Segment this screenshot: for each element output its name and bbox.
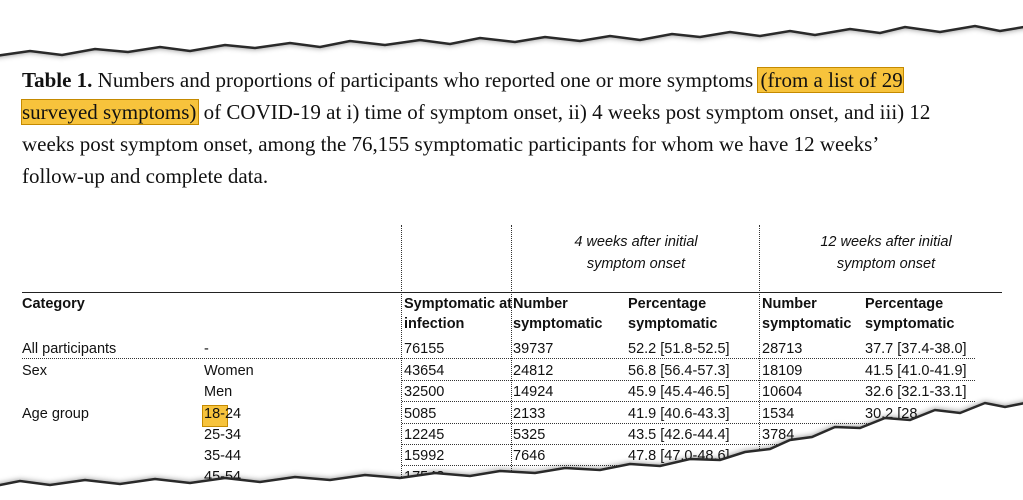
row-category: Age group	[22, 406, 89, 422]
table-cell: 5325	[513, 427, 546, 443]
row-rule	[22, 358, 975, 359]
caption-label: Table 1.	[22, 68, 93, 92]
row-rule	[402, 401, 975, 402]
column-header: Category	[22, 296, 85, 312]
row-group: Men	[204, 384, 233, 400]
table-cell: 28713	[762, 341, 803, 357]
column-header: Percentage symptomatic	[628, 296, 718, 332]
row-rule	[402, 423, 975, 424]
row-group: -	[204, 341, 209, 357]
column-divider	[759, 225, 760, 485]
table-cell: 18109	[762, 363, 803, 379]
row-group: 25-34	[204, 427, 242, 443]
table-caption: Table 1. Numbers and proportions of part…	[21, 64, 932, 192]
table-cell: 32500	[404, 384, 445, 400]
table-cell: 37.7 [37.4-38.0]	[865, 341, 967, 357]
column-header: Percentage symptomatic	[865, 296, 955, 332]
row-group: 18-24	[204, 406, 242, 422]
row-category: Sex	[22, 363, 47, 379]
row-rule	[402, 486, 975, 487]
table-cell: 1534	[762, 406, 795, 422]
table-cell: 41.9 [40.6-43.3]	[628, 406, 730, 422]
column-divider	[511, 225, 512, 485]
table-cell: 12245	[404, 427, 445, 443]
table-cell: 45.9 [45.4-46.5]	[628, 384, 730, 400]
table-cell: 3784	[762, 427, 795, 443]
table-cell: 39737	[513, 341, 554, 357]
caption-text: of COVID-19 at i) time of symptom onset,…	[22, 100, 931, 188]
table-cell: 47.8 [47.0-48.6]	[628, 448, 730, 464]
table-cell: 24812	[513, 363, 554, 379]
table-cell: 41.5 [41.0-41.9]	[865, 363, 967, 379]
table-cell: 30.2 [28	[865, 406, 918, 422]
row-rule	[402, 465, 975, 466]
table-cell: 56.8 [56.4-57.3]	[628, 363, 730, 379]
table-cell: 32.6 [32.1-33.1]	[865, 384, 967, 400]
group-header: 4 weeks after initial symptom onset	[574, 234, 698, 272]
row-category: All participants	[22, 341, 117, 357]
row-rule	[402, 444, 975, 445]
table-cell: 2133	[513, 406, 546, 422]
table-cell: 5085	[404, 406, 437, 422]
top-tear	[0, 0, 1023, 57]
header-rule	[22, 292, 1002, 293]
row-group: 35-44	[204, 448, 242, 464]
row-group: 45-54	[204, 469, 242, 485]
table-cell: 43.5 [42.6-44.4]	[628, 427, 730, 443]
table-cell: 43654	[404, 363, 445, 379]
table-cell: 14924	[513, 384, 554, 400]
column-header: Symptomatic at infection	[404, 296, 512, 332]
caption-text: Numbers and proportions of participants …	[97, 68, 754, 92]
table-cell: 15992	[404, 448, 445, 464]
table-cell: 7646	[513, 448, 546, 464]
row-group: Women	[204, 363, 254, 379]
column-header: Number symptomatic	[513, 296, 603, 332]
table-cell: 52.2 [51.8-52.5]	[628, 341, 730, 357]
row-rule	[402, 380, 975, 381]
group-header: 12 weeks after initial symptom onset	[820, 234, 952, 272]
table-cell: 17548	[404, 469, 445, 485]
column-divider	[401, 225, 402, 485]
column-header: Number symptomatic	[762, 296, 852, 332]
table-cell: 10604	[762, 384, 803, 400]
table-cell: 76155	[404, 341, 445, 357]
